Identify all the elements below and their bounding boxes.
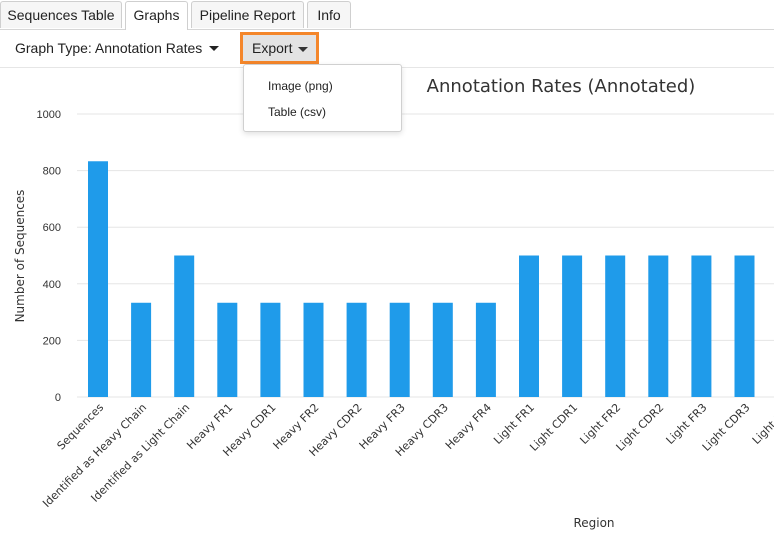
y-tick-label: 600 — [43, 222, 61, 234]
export-button[interactable]: Export — [240, 32, 319, 64]
x-tick-label: Light FR4 — [750, 401, 774, 447]
x-tick-label: Heavy FR4 — [443, 401, 494, 452]
bar — [562, 255, 583, 397]
bar — [303, 302, 324, 397]
tab-sequences-table[interactable]: Sequences Table — [0, 1, 122, 28]
bar — [174, 255, 195, 397]
tab-pipeline-report[interactable]: Pipeline Report — [191, 1, 304, 28]
bar — [734, 255, 755, 397]
bar — [432, 302, 453, 397]
x-tick-label: Light FR1 — [491, 401, 537, 447]
bar — [88, 161, 108, 397]
y-tick-label: 1000 — [37, 109, 61, 121]
chart-title: Annotation Rates (Annotated) — [427, 76, 696, 97]
bar — [260, 302, 281, 397]
graph-type-dropdown[interactable]: Graph Type: Annotation Rates — [15, 40, 203, 56]
tab-bar: Sequences Table Graphs Pipeline Report I… — [0, 0, 774, 30]
y-tick-label: 0 — [55, 392, 61, 404]
bar — [475, 302, 496, 397]
export-menu: Image (png) Table (csv) — [243, 64, 402, 132]
tab-info[interactable]: Info — [307, 1, 351, 28]
y-tick-label: 400 — [43, 279, 61, 291]
menu-item-table-csv[interactable]: Table (csv) — [268, 105, 327, 119]
chevron-down-icon — [298, 46, 309, 52]
bar — [605, 255, 626, 397]
menu-item-image-png[interactable]: Image (png) — [268, 79, 333, 93]
chevron-down-icon[interactable] — [209, 46, 219, 51]
x-tick-label: Light FR2 — [577, 401, 623, 447]
tab-graphs[interactable]: Graphs — [125, 1, 188, 30]
bar — [519, 255, 539, 397]
bar — [389, 302, 410, 397]
graph-toolbar: Graph Type: Annotation Rates — [0, 30, 774, 68]
bar — [346, 302, 367, 397]
bar — [217, 302, 238, 397]
y-axis-label: Number of Sequences — [13, 190, 27, 323]
y-tick-label: 800 — [43, 166, 61, 178]
bar — [131, 302, 152, 397]
y-tick-label: 200 — [43, 335, 61, 347]
x-axis-label: Region — [573, 516, 614, 530]
export-button-label: Export — [252, 40, 293, 56]
x-tick-label: Light FR3 — [664, 401, 710, 447]
bar — [691, 255, 712, 397]
bar — [648, 255, 669, 397]
